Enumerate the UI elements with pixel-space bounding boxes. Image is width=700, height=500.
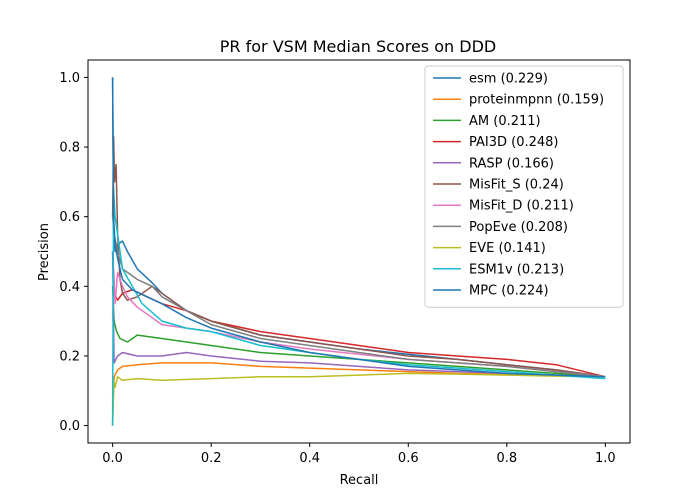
y-tick-label: 0.4	[59, 280, 80, 295]
series-line-7	[111, 216, 606, 378]
y-axis-ticks: 0.0 0.2 0.4 0.6 0.8 1.0	[59, 71, 88, 434]
legend-entry: PAI3D (0.248)	[469, 135, 559, 150]
y-tick-label: 0.8	[59, 141, 80, 156]
legend-entry: EVE (0.141)	[469, 241, 546, 256]
y-tick-label: 1.0	[59, 71, 80, 86]
series-lines	[111, 77, 606, 426]
series-line-1	[111, 362, 606, 426]
y-tick-label: 0.0	[59, 419, 80, 434]
x-tick-label: 0.6	[398, 451, 419, 466]
x-tick-label: 0.2	[201, 451, 222, 466]
legend-entry: esm (0.229)	[469, 72, 548, 87]
legend-entry: AM (0.211)	[469, 114, 541, 129]
legend-box	[424, 65, 624, 308]
x-tick-label: 0.4	[299, 451, 320, 466]
legend-entry: PopEve (0.208)	[469, 220, 568, 235]
y-axis-label: Precision	[37, 223, 52, 281]
series-line-10	[111, 77, 606, 378]
legend-entry: RASP (0.166)	[469, 156, 554, 171]
legend: esm (0.229) proteinmpnn (0.159) AM (0.211)…	[424, 65, 624, 308]
legend-entry: MisFit_D (0.211)	[469, 199, 574, 214]
x-axis-ticks: 0.0 0.2 0.4 0.6 0.8 1.0	[102, 443, 616, 466]
legend-entry: proteinmpnn (0.159)	[469, 93, 604, 108]
x-tick-label: 0.8	[496, 451, 517, 466]
x-tick-label: 1.0	[595, 451, 616, 466]
x-axis-label: Recall	[340, 473, 379, 488]
series-line-8	[111, 372, 606, 426]
series-line-5	[111, 135, 606, 378]
y-tick-label: 0.2	[59, 349, 80, 364]
legend-entry: MisFit_S (0.24)	[469, 178, 564, 193]
series-line-4	[111, 251, 606, 378]
chart-title: PR for VSM Median Scores on DDD	[220, 37, 496, 56]
legend-entry: MPC (0.224)	[469, 284, 549, 299]
legend-entry: ESM1v (0.213)	[469, 262, 564, 277]
series-line-9	[111, 188, 606, 426]
y-tick-label: 0.6	[59, 210, 80, 225]
x-tick-label: 0.0	[102, 451, 123, 466]
series-line-2	[111, 286, 606, 378]
axes-frame	[87, 59, 631, 444]
